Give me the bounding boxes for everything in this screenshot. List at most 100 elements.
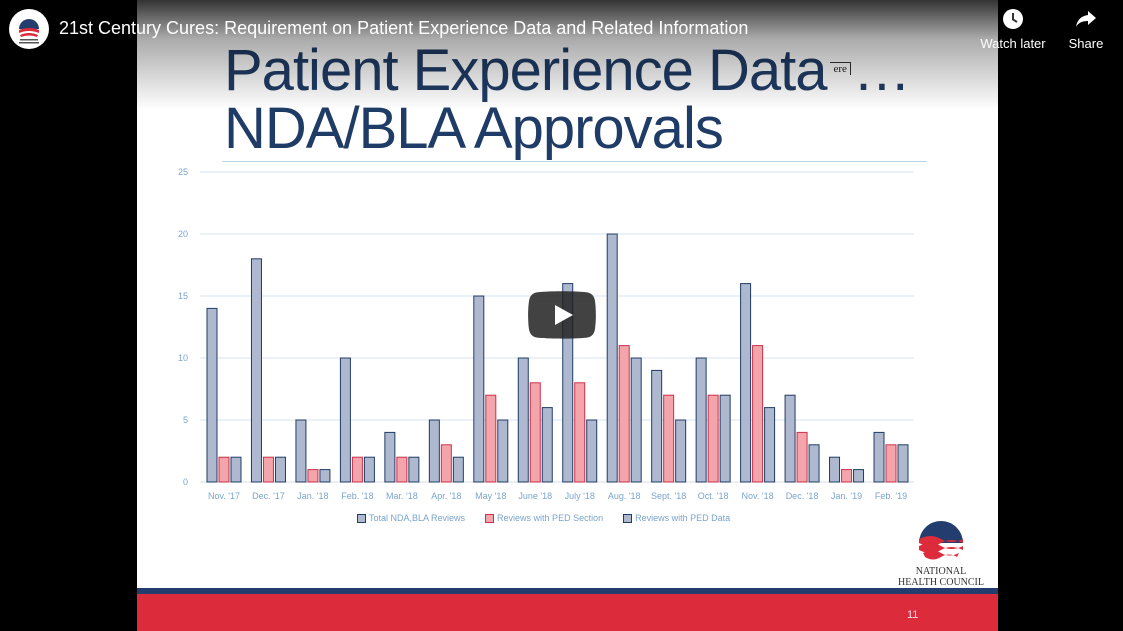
- logo-name-1: NATIONAL: [915, 566, 967, 577]
- legend-item-total: Total NDA,BLA Reviews: [357, 513, 465, 523]
- share-arrow-icon: [1076, 11, 1096, 27]
- footer-red-band: [137, 594, 998, 631]
- x-tick-label: Feb. '18: [341, 491, 373, 501]
- bar-total: [873, 431, 885, 483]
- bar-total: [339, 357, 351, 483]
- bar-ped-data: [675, 419, 687, 483]
- play-button[interactable]: [528, 291, 596, 339]
- clock-icon: [1003, 9, 1023, 29]
- bar-ped-data: [764, 407, 776, 483]
- y-tick-label: 5: [183, 415, 188, 425]
- share-label: Share: [1068, 36, 1104, 51]
- bar-ped-section: [396, 456, 408, 483]
- watch-later-button[interactable]: Watch later: [975, 8, 1051, 51]
- bar-ped-data: [452, 456, 464, 483]
- y-tick-label: 10: [178, 353, 188, 363]
- bar-ped-data: [586, 419, 598, 483]
- x-tick-label: Dec. '17: [252, 491, 285, 501]
- bar-ped-data: [230, 456, 242, 483]
- x-tick-label: Nov. '18: [742, 491, 774, 501]
- bar-ped-section: [663, 394, 675, 483]
- bar-ped-data: [363, 456, 375, 483]
- bar-ped-data: [630, 357, 642, 483]
- bar-total: [695, 357, 707, 483]
- bar-ped-section: [485, 394, 497, 483]
- bar-ped-data: [274, 456, 286, 483]
- bar-total: [740, 283, 752, 483]
- legend-label: Reviews with PED Data: [635, 513, 731, 523]
- bar-ped-section: [440, 444, 452, 483]
- x-tick-label: June '18: [518, 491, 552, 501]
- bar-ped-data: [808, 444, 820, 483]
- bar-total: [428, 419, 440, 483]
- bar-ped-section: [707, 394, 719, 483]
- bar-total: [295, 419, 307, 483]
- flag-globe-icon: [919, 521, 963, 560]
- x-tick-label: Apr. '18: [431, 491, 461, 501]
- x-tick-label: Jan. '19: [831, 491, 862, 501]
- logo-name-2: HEALTH COUNCIL: [897, 577, 984, 588]
- bar-total: [829, 456, 841, 483]
- bar-ped-section: [529, 382, 541, 483]
- y-tick-label: 25: [178, 167, 188, 177]
- channel-avatar[interactable]: [9, 9, 49, 49]
- bar-total: [206, 307, 218, 483]
- x-tick-label: Sept. '18: [651, 491, 686, 501]
- bar-ped-section: [351, 456, 363, 483]
- bar-total: [784, 394, 796, 483]
- bar-ped-data: [853, 469, 865, 483]
- bar-ped-data: [497, 419, 509, 483]
- bar-total: [250, 258, 262, 483]
- bar-ped-section: [752, 345, 764, 483]
- bar-ped-data: [897, 444, 909, 483]
- x-tick-label: Feb. '19: [875, 491, 907, 501]
- legend-label: Total NDA,BLA Reviews: [369, 513, 466, 523]
- national-health-council-logo: NATIONAL HEALTH COUNCIL: [893, 515, 989, 588]
- bar-ped-section: [307, 469, 319, 483]
- bar-total: [651, 369, 663, 483]
- x-tick-label: Aug. '18: [608, 491, 641, 501]
- video-title-link[interactable]: 21st Century Cures: Requirement on Patie…: [59, 18, 749, 38]
- x-tick-label: May '18: [475, 491, 506, 501]
- bar-total: [517, 357, 529, 483]
- y-tick-label: 20: [178, 229, 188, 239]
- bar-total: [606, 233, 618, 483]
- bar-ped-section: [262, 456, 274, 483]
- bar-ped-section: [796, 431, 808, 483]
- legend-swatch: [357, 513, 366, 523]
- bar-ped-data: [541, 407, 553, 483]
- legend-item-ped-data: Reviews with PED Data: [623, 513, 730, 523]
- x-tick-label: July '18: [565, 491, 595, 501]
- bar-ped-section: [885, 444, 897, 483]
- bar-ped-section: [574, 382, 586, 483]
- watch-later-label: Watch later: [980, 36, 1046, 51]
- bar-ped-data: [408, 456, 420, 483]
- title-divider: [222, 161, 927, 162]
- bar-ped-section: [618, 345, 630, 483]
- bar-total: [384, 431, 396, 483]
- y-tick-label: 0: [183, 477, 188, 487]
- chart-legend: Total NDA,BLA Reviews Reviews with PED S…: [357, 513, 730, 523]
- legend-swatch: [623, 513, 633, 523]
- x-tick-label: Jan. '18: [297, 491, 328, 501]
- bar-ped-data: [719, 394, 731, 483]
- bar-chart: 0 5 10 15 20 25 Nov. '17 Dec. '17 Jan. '18 Feb. '…: [178, 167, 914, 501]
- x-tick-label: Dec. '18: [786, 491, 819, 501]
- national-health-council-logo: [19, 19, 39, 44]
- legend-swatch: [485, 513, 495, 523]
- x-tick-label: Oct. '18: [698, 491, 729, 501]
- legend-item-ped-section: Reviews with PED Section: [485, 513, 603, 523]
- bar-ped-section: [218, 456, 230, 483]
- share-button[interactable]: Share: [1060, 8, 1112, 51]
- bar-ped-data: [319, 469, 331, 483]
- bar-total: [473, 295, 485, 483]
- slide-page-number: 11: [907, 609, 919, 621]
- footer-blue-band: [137, 588, 998, 594]
- legend-label: Reviews with PED Section: [497, 513, 604, 523]
- bar-ped-section: [841, 469, 853, 483]
- play-icon: [555, 305, 573, 325]
- x-tick-label: Nov. '17: [208, 491, 240, 501]
- x-tick-label: Mar. '18: [386, 491, 418, 501]
- y-tick-label: 15: [178, 291, 188, 301]
- bar-total: [562, 283, 574, 483]
